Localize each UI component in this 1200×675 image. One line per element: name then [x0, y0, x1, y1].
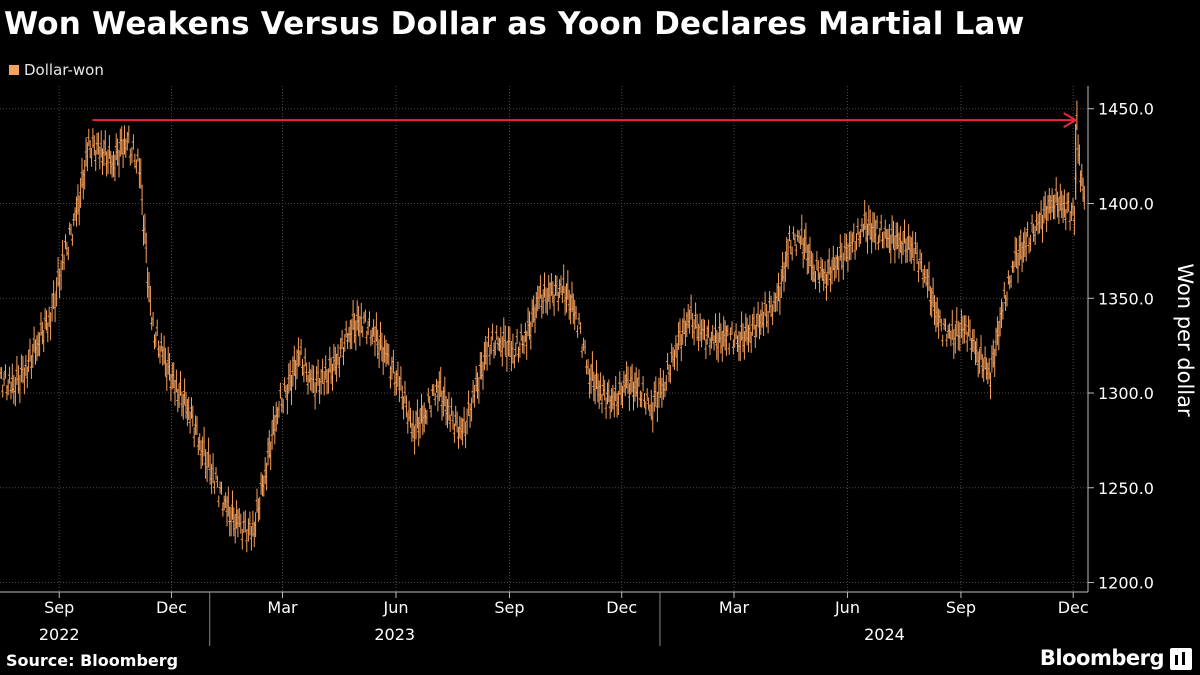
x-month-label: Jun [834, 598, 860, 617]
x-month-label: Dec [156, 598, 187, 617]
y-tick-label: 1200.0 [1098, 574, 1154, 593]
y-tick-label: 1450.0 [1098, 100, 1154, 119]
y-tick-label: 1250.0 [1098, 479, 1154, 498]
source-note: Source: Bloomberg [6, 651, 178, 670]
x-month-label: Mar [267, 598, 298, 617]
bloomberg-terminal-icon [1170, 648, 1192, 670]
y-tick-label: 1400.0 [1098, 194, 1154, 213]
x-month-label: Sep [946, 598, 976, 617]
y-tick-label: 1350.0 [1098, 289, 1154, 308]
x-month-label: Mar [719, 598, 750, 617]
x-month-label: Jun [382, 598, 408, 617]
series-dollar-won [0, 101, 1084, 553]
x-year-label: 2022 [39, 625, 80, 644]
x-year-label: 2024 [864, 625, 905, 644]
x-month-label: Sep [494, 598, 524, 617]
bloomberg-logo: Bloomberg [1040, 646, 1164, 670]
y-tick-label: 1300.0 [1098, 384, 1154, 403]
x-year-label: 2023 [374, 625, 415, 644]
x-month-label: Dec [606, 598, 637, 617]
y-axis-title: Won per dollar [1173, 263, 1197, 417]
x-month-label: Dec [1058, 598, 1089, 617]
x-month-label: Sep [44, 598, 74, 617]
